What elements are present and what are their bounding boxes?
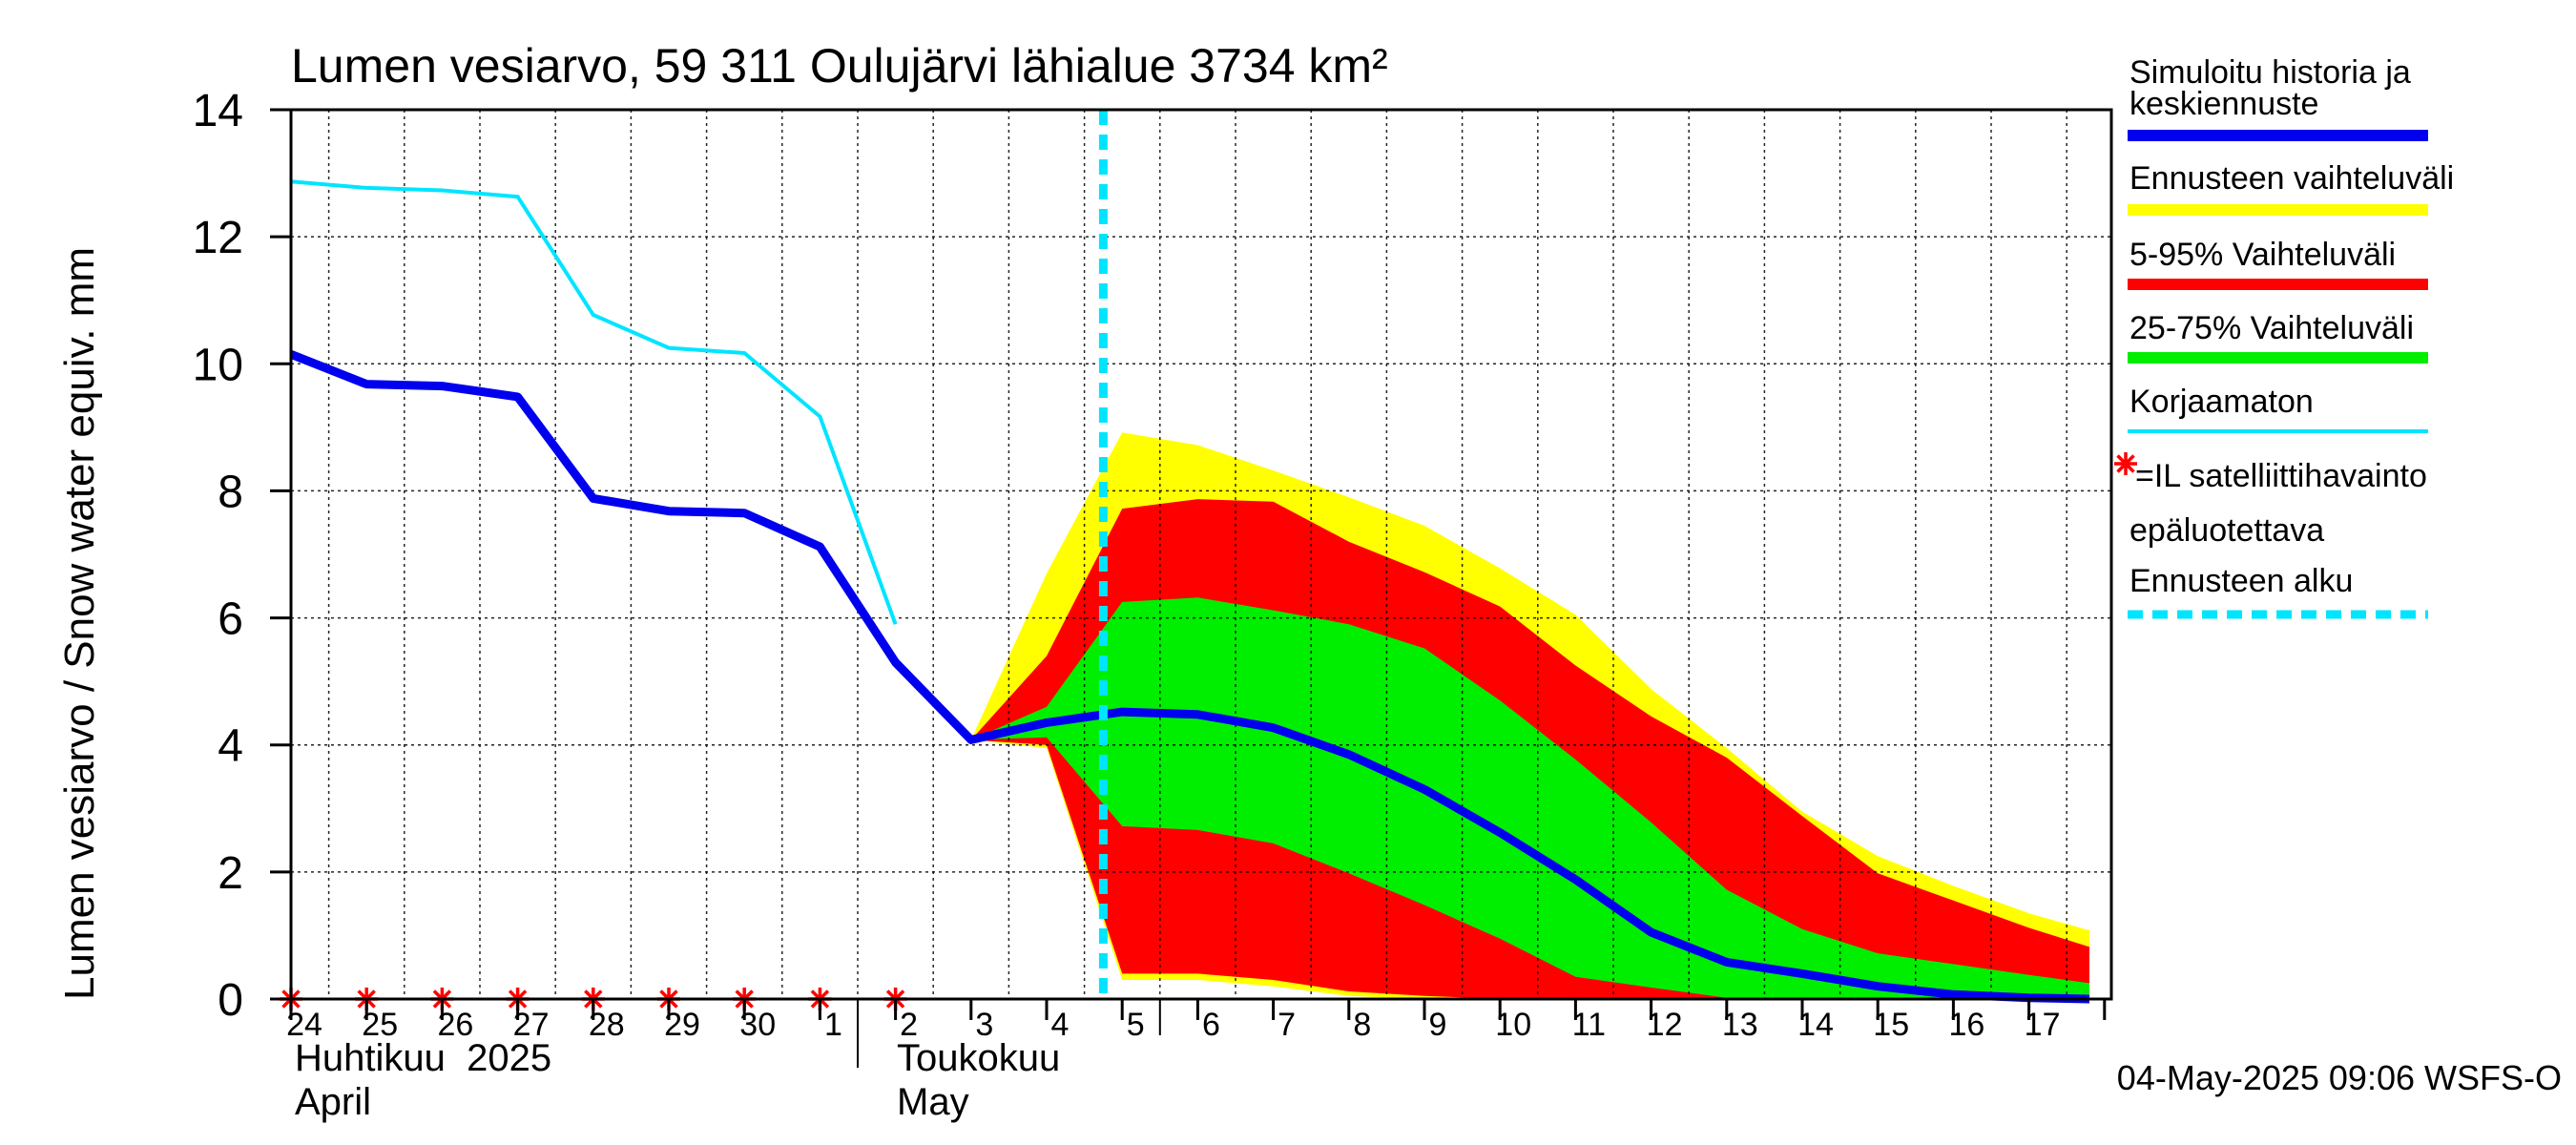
x-day-label: 3 xyxy=(975,1007,993,1043)
x-day-label: 8 xyxy=(1353,1007,1371,1043)
x-day-label: 16 xyxy=(1948,1007,1984,1043)
y-tick-label: 8 xyxy=(218,467,243,517)
uncorrected-line xyxy=(290,179,898,625)
chart-title: Lumen vesiarvo, 59 311 Oulujärvi lähialu… xyxy=(291,39,1388,93)
plot-frame xyxy=(289,108,2113,1001)
y-tick-label: 14 xyxy=(193,86,243,136)
x-day-label: 29 xyxy=(664,1007,700,1043)
x-day-label: 4 xyxy=(1051,1007,1070,1043)
x-day-label: 30 xyxy=(739,1007,776,1043)
footer-timestamp: 04-May-2025 09:06 WSFS-O xyxy=(2117,1058,2562,1097)
y-tick-label: 6 xyxy=(218,594,243,645)
y-axis-label: Lumen vesiarvo / Snow water equiv. mm xyxy=(56,247,103,1000)
legend-label: Korjaamaton xyxy=(2129,384,2314,420)
x-day-label: 11 xyxy=(1572,1007,1606,1043)
legend-label-2: keskiennuste xyxy=(2129,86,2318,122)
x-day-label: 2 xyxy=(900,1007,918,1043)
band-25-75 xyxy=(970,597,2089,999)
legend-label: Simuloitu historia ja xyxy=(2129,54,2411,91)
x-day-label: 17 xyxy=(2025,1007,2061,1043)
month-label-en-0: April xyxy=(295,1081,371,1123)
y-tick-label: 10 xyxy=(193,340,243,390)
x-day-label: 6 xyxy=(1202,1007,1220,1043)
x-day-label: 1 xyxy=(824,1007,842,1043)
x-day-label: 7 xyxy=(1278,1007,1296,1043)
legend-label-2: epäluotettava xyxy=(2129,512,2324,549)
month-label-fi-1: Toukokuu xyxy=(897,1037,1060,1079)
x-day-label: 27 xyxy=(513,1007,550,1043)
legend-label: =IL satelliittihavainto xyxy=(2135,458,2427,494)
x-day-label: 26 xyxy=(437,1007,473,1043)
legend-label: Ennusteen vaihteluväli xyxy=(2129,160,2454,197)
x-day-label: 10 xyxy=(1495,1007,1531,1043)
y-tick-label: 4 xyxy=(218,721,243,772)
legend-label: Ennusteen alku xyxy=(2129,563,2353,599)
legend-star-marker xyxy=(2114,452,2137,475)
x-day-label: 25 xyxy=(362,1007,398,1043)
x-day-label: 14 xyxy=(1797,1007,1834,1043)
x-day-label: 15 xyxy=(1873,1007,1909,1043)
x-day-label: 13 xyxy=(1722,1007,1758,1043)
month-label-en-1: May xyxy=(897,1081,969,1123)
legend-label: 5-95% Vaihteluväli xyxy=(2129,237,2396,273)
y-tick-label: 0 xyxy=(218,975,243,1026)
y-tick-label: 2 xyxy=(218,848,243,899)
month-label-fi-0: Huhtikuu 2025 xyxy=(295,1037,551,1079)
x-day-label: 5 xyxy=(1127,1007,1145,1043)
legend-label: 25-75% Vaihteluväli xyxy=(2129,310,2414,346)
x-day-label: 12 xyxy=(1647,1007,1683,1043)
y-tick-label: 12 xyxy=(193,213,243,263)
x-day-label: 24 xyxy=(286,1007,322,1043)
x-day-label: 28 xyxy=(589,1007,625,1043)
x-day-label: 9 xyxy=(1429,1007,1447,1043)
simulated-line xyxy=(289,350,2090,1004)
